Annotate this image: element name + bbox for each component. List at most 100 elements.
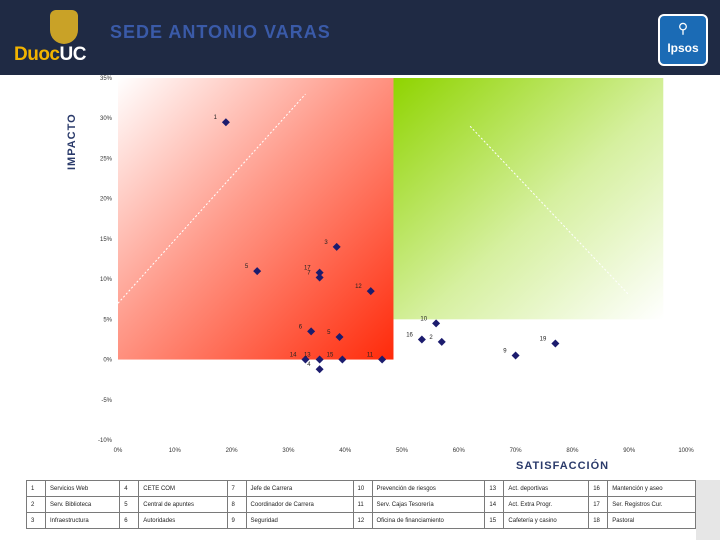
legend-row: 2 Serv. Biblioteca 5 Central de apuntes 8 Coo… [26,496,696,513]
x-tick-label: 80% [566,448,579,454]
data-point-label: 11 [367,353,374,359]
legend-item-label: Autoridades [138,512,228,529]
data-point-label: 9 [503,349,507,355]
side-panel [696,480,720,540]
data-point-label: 5 [327,330,331,336]
legend-item-label: Infraestructura [44,512,121,529]
legend-item-label: Seguridad [245,512,354,529]
y-tick-label: 35% [100,76,113,82]
data-point-label: 14 [290,353,297,359]
legend-number: 4 [119,480,140,497]
legend-item-label: Act. Extra Progr. [503,496,590,513]
data-point-label: 19 [540,336,547,342]
y-axis-label: IMPACTO [66,113,78,170]
legend-item-label: Servicios Web [44,480,121,497]
data-point-marker [253,267,262,276]
data-point-label: 10 [420,316,427,322]
data-point-label: 6 [299,324,303,330]
data-point-marker [417,335,426,344]
data-point-marker [378,355,387,364]
x-tick-label: 60% [453,448,466,454]
legend-item-label: CETE COM [138,480,228,497]
legend-number: 7 [226,480,247,497]
data-point-label: 5 [245,264,249,270]
data-point-label: 7 [307,271,311,277]
x-tick-label: 0% [114,448,123,454]
data-point-label: 2 [429,335,433,341]
legend-number: 11 [352,496,373,513]
x-tick-label: 10% [169,448,182,454]
data-point-marker [315,355,324,364]
data-point-label: 16 [406,332,413,338]
legend-number: 18 [588,512,609,529]
x-tick-label: 40% [339,448,352,454]
diagonal-reference-line-2 [469,125,630,296]
diagonal-reference-line [117,93,306,304]
y-tick-label: 30% [100,116,113,122]
legend-item-label: Prevención de riesgos [371,480,486,497]
legend-number: 10 [352,480,373,497]
legend-row: 1 Servicios Web 4 CETE COM 7 Jefe de Carrera 1… [26,480,696,497]
legend-number: 15 [484,512,505,529]
legend-table: 1 Servicios Web 4 CETE COM 7 Jefe de Carrera 1… [26,480,696,529]
y-tick-label: 20% [100,197,113,203]
legend-number: 5 [119,496,140,513]
ipsos-logo: ⚲ Ipsos [658,14,708,66]
legend-item-label: Serv. Biblioteca [44,496,121,513]
data-point-marker [335,333,344,342]
y-tick-label: 10% [100,277,113,283]
legend-number: 3 [26,512,46,529]
duoc-wordmark: DuocUC [14,44,86,65]
data-point-label: 1 [214,115,218,121]
legend-row: 3 Infraestructura 6 Autoridades 9 Seguridad 12… [26,512,696,529]
data-point-marker [437,337,446,346]
x-tick-label: 50% [396,448,409,454]
data-point-marker [307,327,316,336]
legend-item-label: Central de apuntes [138,496,228,513]
data-point-marker [315,273,324,282]
legend-item-label: Jefe de Carrera [245,480,354,497]
y-tick-label: 15% [100,237,113,243]
data-point-marker [338,355,347,364]
legend-item-label: Ser. Registros Cur. [607,496,696,513]
legend-item-label: Act. deportivas [503,480,590,497]
legend-number: 12 [352,512,373,529]
legend-item-label: Coordinador de Carrera [245,496,354,513]
legend-item-label: Oficina de financiamiento [371,512,486,529]
page-title: SEDE ANTONIO VARAS [110,22,331,42]
x-tick-label: 30% [282,448,295,454]
x-tick-label: 70% [510,448,523,454]
data-point-marker [511,351,520,360]
data-point-label: 3 [324,240,328,246]
data-point-marker [366,287,375,296]
y-tick-label: 25% [100,156,113,162]
data-point-marker [332,242,341,251]
data-point-marker [315,365,324,374]
y-tick-label: -5% [101,398,112,404]
legend-item-label: Mantención y aseo [607,480,696,497]
legend-item-label: Serv. Cajas Tesorería [371,496,486,513]
x-tick-label: 90% [623,448,636,454]
legend-number: 9 [226,512,247,529]
y-tick-label: 5% [103,317,112,323]
x-axis-label: SATISFACCIÓN [516,460,610,472]
x-tick-label: 100% [678,448,694,454]
quadrant-high-satisfaction [393,78,664,320]
legend-number: 16 [588,480,609,497]
data-point-label: 13 [304,353,311,359]
quadrant-low-satisfaction [118,78,394,360]
data-point-marker [301,355,310,364]
crest-icon [50,10,78,44]
legend-number: 14 [484,496,505,513]
legend-number: 8 [226,496,247,513]
data-point-label: 17 [304,266,311,272]
legend-number: 6 [119,512,140,529]
duoc-uc-logo: DuocUC [12,10,94,66]
data-point-label: 15 [327,353,334,359]
x-tick-label: 20% [226,448,239,454]
legend-item-label: Pastoral [607,512,696,529]
legend-number: 13 [484,480,505,497]
data-point-label: 4 [307,362,311,368]
legend-item-label: Cafetería y casino [503,512,590,529]
data-point-marker [221,118,230,127]
